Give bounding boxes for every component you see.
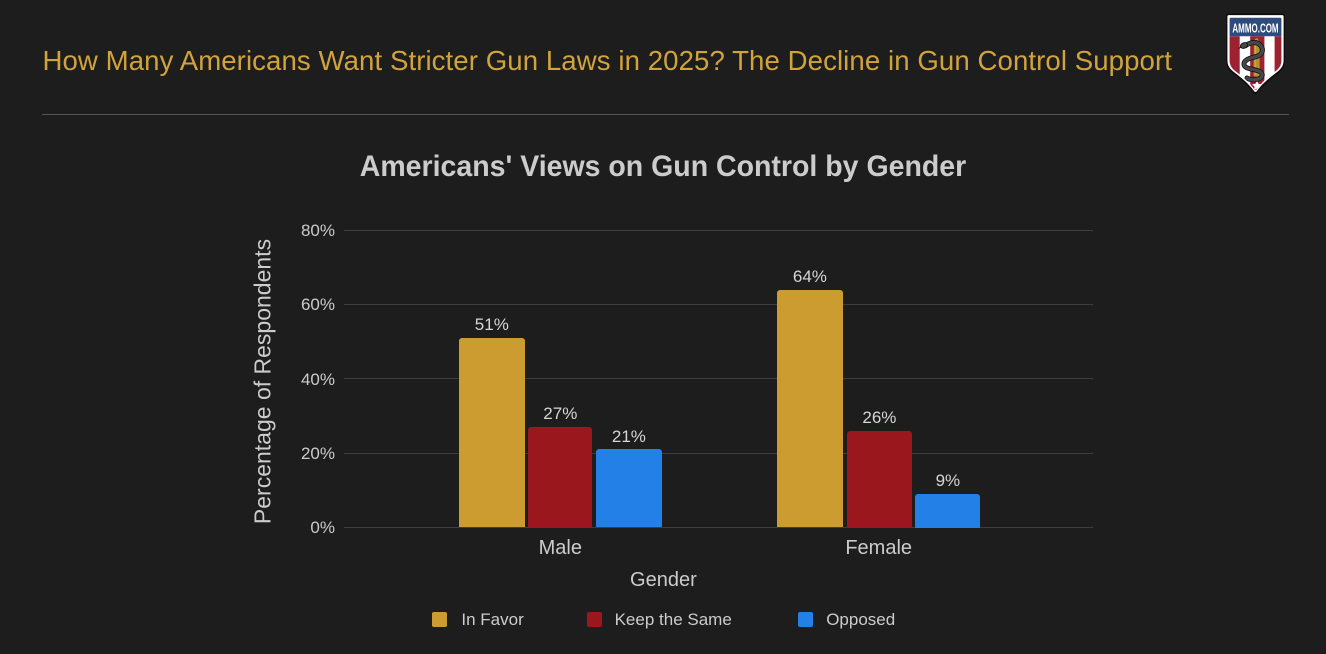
svg-text:AMMO.COM: AMMO.COM bbox=[1232, 21, 1278, 35]
